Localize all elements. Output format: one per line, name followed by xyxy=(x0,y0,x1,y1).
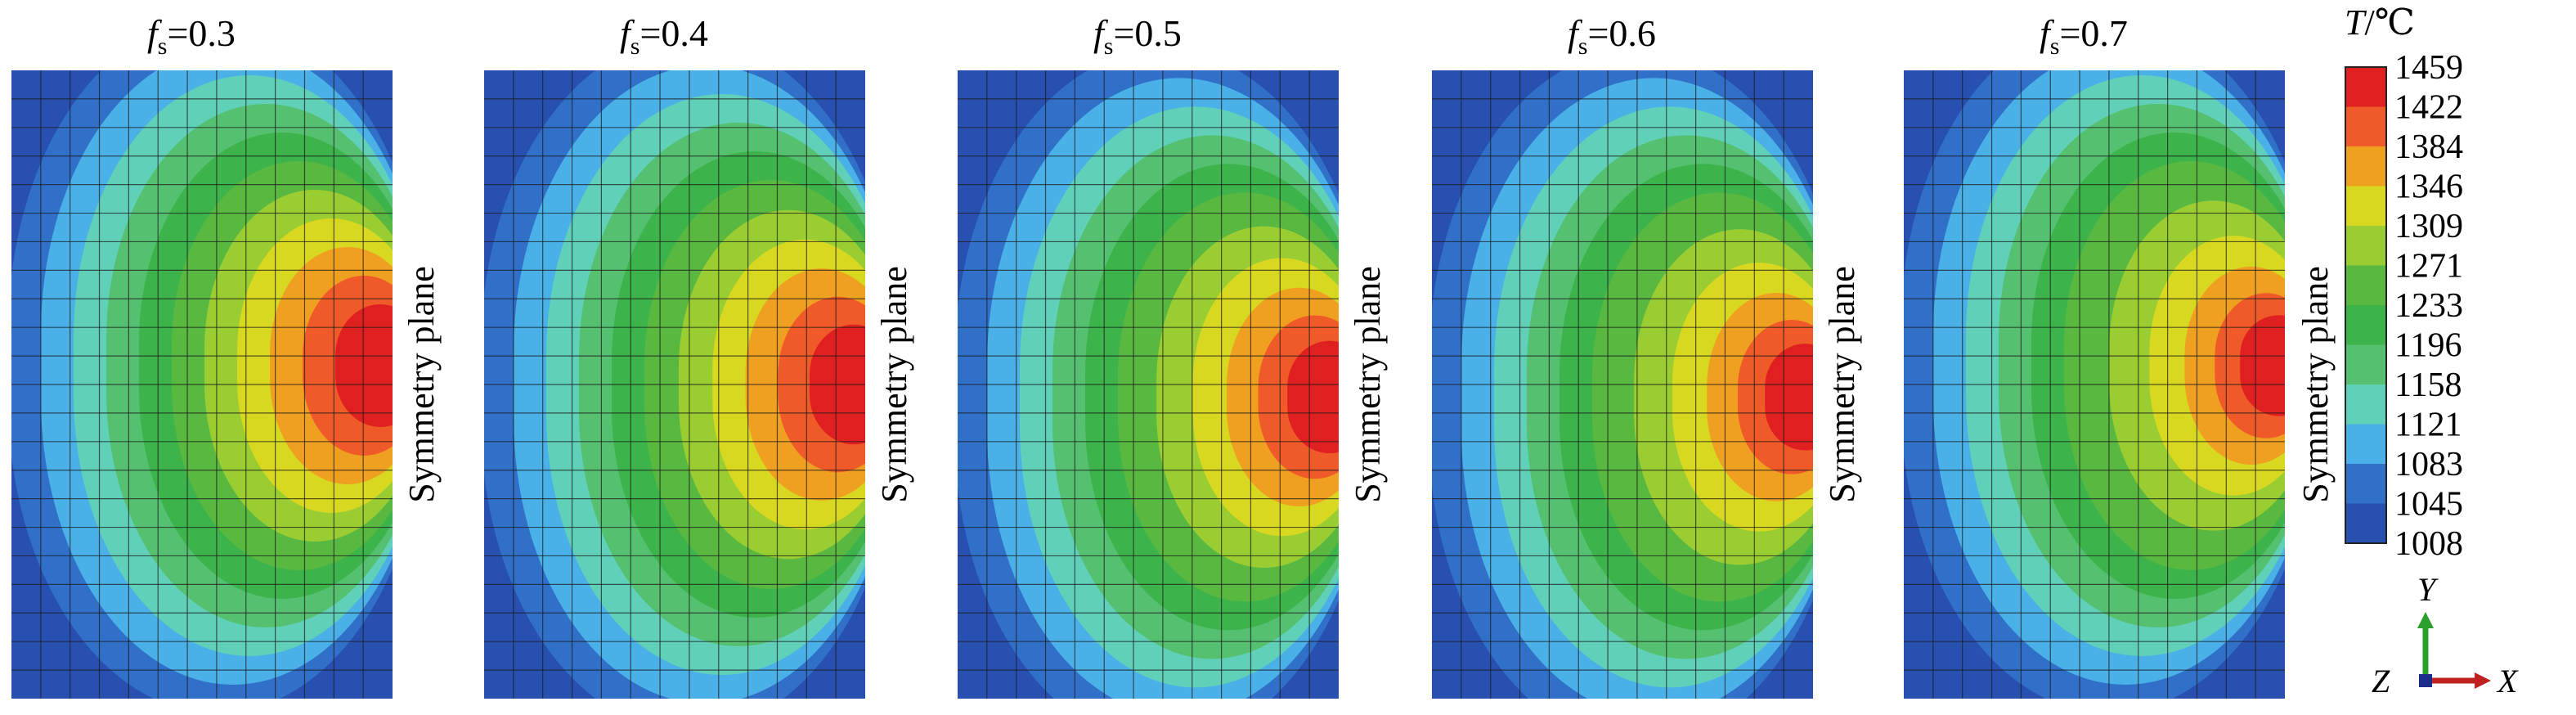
svg-text:fs=0.5: fs=0.5 xyxy=(1093,12,1182,60)
legend-swatch xyxy=(2345,424,2386,464)
svg-text:fs=0.7: fs=0.7 xyxy=(2040,12,2128,60)
legend-level-label: 1158 xyxy=(2394,366,2462,404)
legend-level-label: 1459 xyxy=(2394,49,2463,87)
z-axis-icon xyxy=(2419,674,2432,687)
legend-level-label: 1384 xyxy=(2394,128,2463,166)
panel-title-1: fs=0.3 xyxy=(147,12,236,60)
contour-panel-5 xyxy=(1904,70,2285,699)
legend-swatch xyxy=(2345,67,2386,107)
panel-title-4: fs=0.6 xyxy=(1568,12,1656,60)
panel-title-2: fs=0.4 xyxy=(620,12,708,60)
legend-swatch xyxy=(2345,464,2386,504)
symmetry-plane-label-5: Symmetry plane xyxy=(2296,266,2336,503)
svg-text:fs=0.3: fs=0.3 xyxy=(147,12,236,60)
panel-title-3: fs=0.5 xyxy=(1093,12,1182,60)
svg-text:fs=0.6: fs=0.6 xyxy=(1568,12,1656,60)
legend-swatch xyxy=(2345,265,2386,305)
symmetry-plane-label-1: Symmetry plane xyxy=(402,266,442,503)
y-arrow-icon xyxy=(2417,612,2434,628)
x-arrow-icon xyxy=(2475,672,2491,689)
temperature-legend: T/℃ 145914221384134613091271123311961158… xyxy=(2345,2,2463,563)
legend-swatch xyxy=(2345,344,2386,384)
legend-level-label: 1309 xyxy=(2394,208,2463,245)
contour-panel-2 xyxy=(484,70,865,699)
legend-swatch xyxy=(2345,384,2386,425)
contour-panel-4 xyxy=(1432,70,1813,699)
symmetry-plane-label-2: Symmetry plane xyxy=(874,266,914,503)
legend-level-label: 1271 xyxy=(2394,248,2463,286)
legend-level-label: 1233 xyxy=(2394,287,2463,325)
contour-panel-3 xyxy=(958,70,1339,699)
y-axis-label: Y xyxy=(2417,571,2439,608)
legend-level-label: 1008 xyxy=(2394,525,2463,563)
legend-swatch xyxy=(2345,186,2386,226)
legend-swatch xyxy=(2345,226,2386,266)
axis-triad: Y X Z xyxy=(2372,571,2519,699)
legend-labels: 1459142213841346130912711233119611581121… xyxy=(2394,49,2463,563)
legend-swatch xyxy=(2345,146,2386,187)
x-axis-label: X xyxy=(2496,663,2519,699)
legend-swatch xyxy=(2345,503,2386,543)
symmetry-plane-label-3: Symmetry plane xyxy=(1348,266,1388,503)
legend-color-bar xyxy=(2345,66,2387,544)
legend-title: T/℃ xyxy=(2345,2,2415,43)
legend-swatch xyxy=(2345,106,2386,146)
legend-level-label: 1121 xyxy=(2394,407,2462,444)
legend-level-label: 1346 xyxy=(2394,169,2463,206)
panel-title-5: fs=0.7 xyxy=(2040,12,2128,60)
contour-panel-1 xyxy=(11,70,393,699)
legend-swatch xyxy=(2345,305,2386,345)
legend-level-label: 1083 xyxy=(2394,446,2463,483)
legend-level-label: 1422 xyxy=(2394,89,2463,127)
svg-text:fs=0.4: fs=0.4 xyxy=(620,12,708,60)
z-axis-label: Z xyxy=(2372,663,2390,699)
symmetry-plane-label-4: Symmetry plane xyxy=(1822,266,1862,503)
legend-level-label: 1196 xyxy=(2394,327,2462,365)
legend-level-label: 1045 xyxy=(2394,486,2463,524)
